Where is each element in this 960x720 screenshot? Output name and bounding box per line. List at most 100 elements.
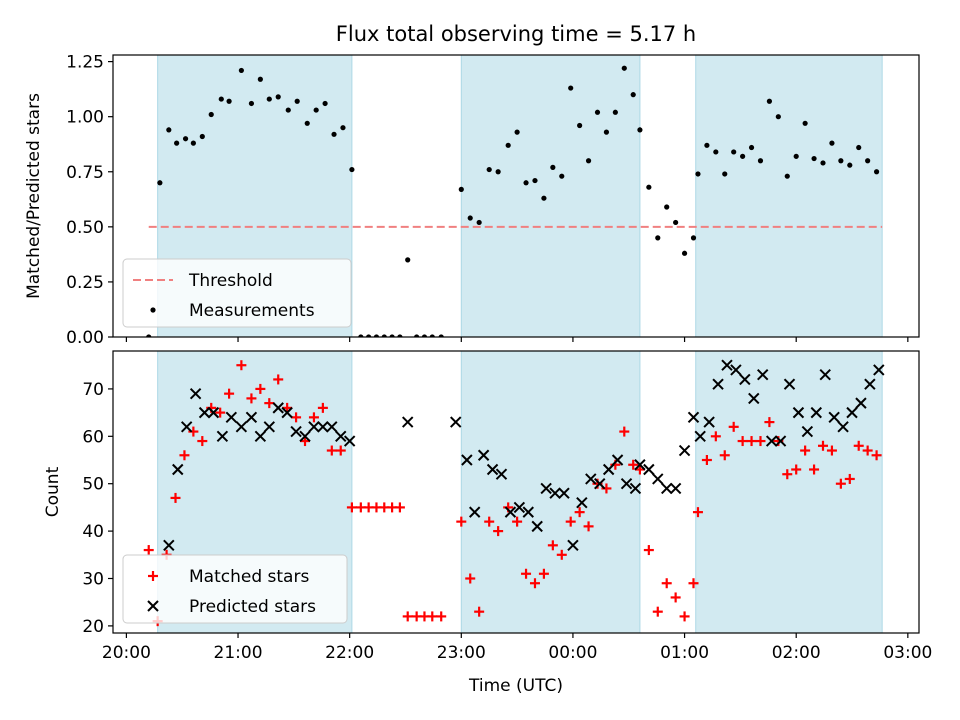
measurement-point	[304, 120, 310, 126]
y-tick-label: 70	[82, 380, 104, 400]
matched-star-point	[764, 417, 775, 428]
measurement-point	[381, 334, 387, 337]
matched-star-point	[215, 407, 226, 418]
predicted-star-point	[594, 477, 606, 490]
observing-window-2	[695, 55, 883, 337]
predicted-star-point	[611, 454, 624, 466]
predicted-star-point	[272, 402, 284, 414]
measurement-point	[757, 158, 764, 164]
measurement-point	[495, 169, 501, 175]
matched-star-point	[679, 611, 690, 622]
measurement-point	[373, 334, 380, 337]
legend-measurement-handle	[150, 307, 156, 313]
measurement-point	[630, 92, 636, 98]
measurement-point	[748, 144, 755, 151]
measurement-point	[646, 184, 652, 190]
measurement-point	[568, 85, 574, 91]
plot-area	[146, 55, 883, 337]
measurement-point	[793, 153, 799, 159]
axes-frame	[112, 54, 920, 338]
matched-star-point	[643, 545, 654, 556]
predicted-star-point	[792, 406, 805, 419]
measurement-point	[199, 133, 205, 140]
predicted-star-point	[873, 364, 885, 376]
predicted-star-point	[290, 425, 302, 438]
observing-window-1	[460, 55, 641, 337]
predicted-star-point	[643, 463, 655, 476]
measurement-point	[722, 171, 728, 177]
predicted-star-point	[281, 406, 293, 419]
measurement-point	[208, 111, 214, 118]
predicted-star-point	[678, 444, 691, 457]
predicted-star-point	[567, 539, 579, 552]
x-axis-label: Time (UTC)	[468, 676, 563, 696]
matched-star-point	[547, 540, 558, 551]
measurement-point	[294, 98, 300, 104]
matched-star-point	[456, 516, 467, 527]
predicted-star-point	[189, 387, 202, 400]
measurement-point	[541, 195, 547, 201]
matched-star-point	[826, 445, 837, 456]
measurement-point	[585, 158, 592, 164]
predicted-star-point	[660, 482, 673, 495]
measurement-point	[856, 144, 862, 151]
measurement-point	[532, 177, 538, 184]
predicted-star-point	[326, 421, 338, 433]
matched-star-point	[538, 568, 549, 579]
measurement-point	[313, 107, 319, 113]
matched-star-point	[574, 507, 585, 518]
predicted-star-point	[837, 421, 849, 433]
matched-star-point	[246, 393, 257, 404]
predicted-star-point	[335, 430, 347, 443]
measurement-point	[166, 127, 172, 133]
predicted-star-point	[669, 482, 682, 495]
measurement-point	[389, 334, 395, 337]
measurement-point	[847, 162, 853, 168]
predicted-star-point	[207, 406, 220, 419]
matched-star-point	[556, 549, 567, 560]
matched-star-point	[493, 526, 504, 537]
predicted-star-point	[652, 473, 664, 485]
y-tick-label: 30	[82, 569, 104, 589]
measurement-point	[802, 120, 808, 126]
predicted-star-point	[721, 359, 733, 371]
measurement-point	[829, 140, 835, 146]
predicted-star-point	[757, 368, 769, 381]
measurement-point	[467, 215, 473, 221]
matched-star-point	[170, 492, 181, 503]
matched-star-point	[291, 412, 302, 423]
y-tick-label: 1.00	[66, 108, 104, 128]
predicted-star-point	[712, 378, 724, 390]
matched-star-point	[565, 516, 576, 527]
matched-star-point	[394, 502, 405, 513]
measurement-point	[820, 160, 826, 166]
x-tick-label: 20:00	[102, 643, 151, 663]
y-axis-label: Matched/Predicted stars	[24, 93, 44, 299]
matched-star-point	[484, 516, 495, 527]
predicted-star-point	[687, 411, 700, 424]
measurement-point	[550, 164, 556, 170]
matched-star-point	[737, 436, 748, 447]
measurement-point	[458, 186, 464, 192]
matched-star-point	[224, 388, 235, 399]
measurement-point	[476, 219, 482, 226]
measurement-point	[577, 122, 583, 129]
predicted-star-point	[739, 373, 751, 386]
x-tick-label: 02:00	[772, 643, 821, 663]
legend-box	[122, 554, 348, 624]
predicted-star-point	[522, 506, 534, 518]
matched-star-point	[791, 464, 802, 475]
measurement-point	[182, 136, 189, 142]
predicted-star-point	[254, 430, 267, 443]
predicted-star-point	[634, 459, 646, 471]
counts-panel: 20 30 40 50 60 70 20:00 21:00 22:00 23:00 00:00 01:…	[43, 350, 932, 663]
predicted-star-point	[774, 435, 787, 447]
measurement-point	[603, 129, 610, 135]
measurement-point	[775, 114, 781, 120]
predicted-star-point	[263, 421, 275, 433]
measurement-point	[740, 153, 746, 159]
measurement-point	[340, 125, 346, 131]
y-tick-label: 50	[82, 475, 104, 495]
chart-title: Flux total observing time = 5.17 h	[336, 22, 696, 46]
legend-label: Measurements	[189, 301, 315, 321]
